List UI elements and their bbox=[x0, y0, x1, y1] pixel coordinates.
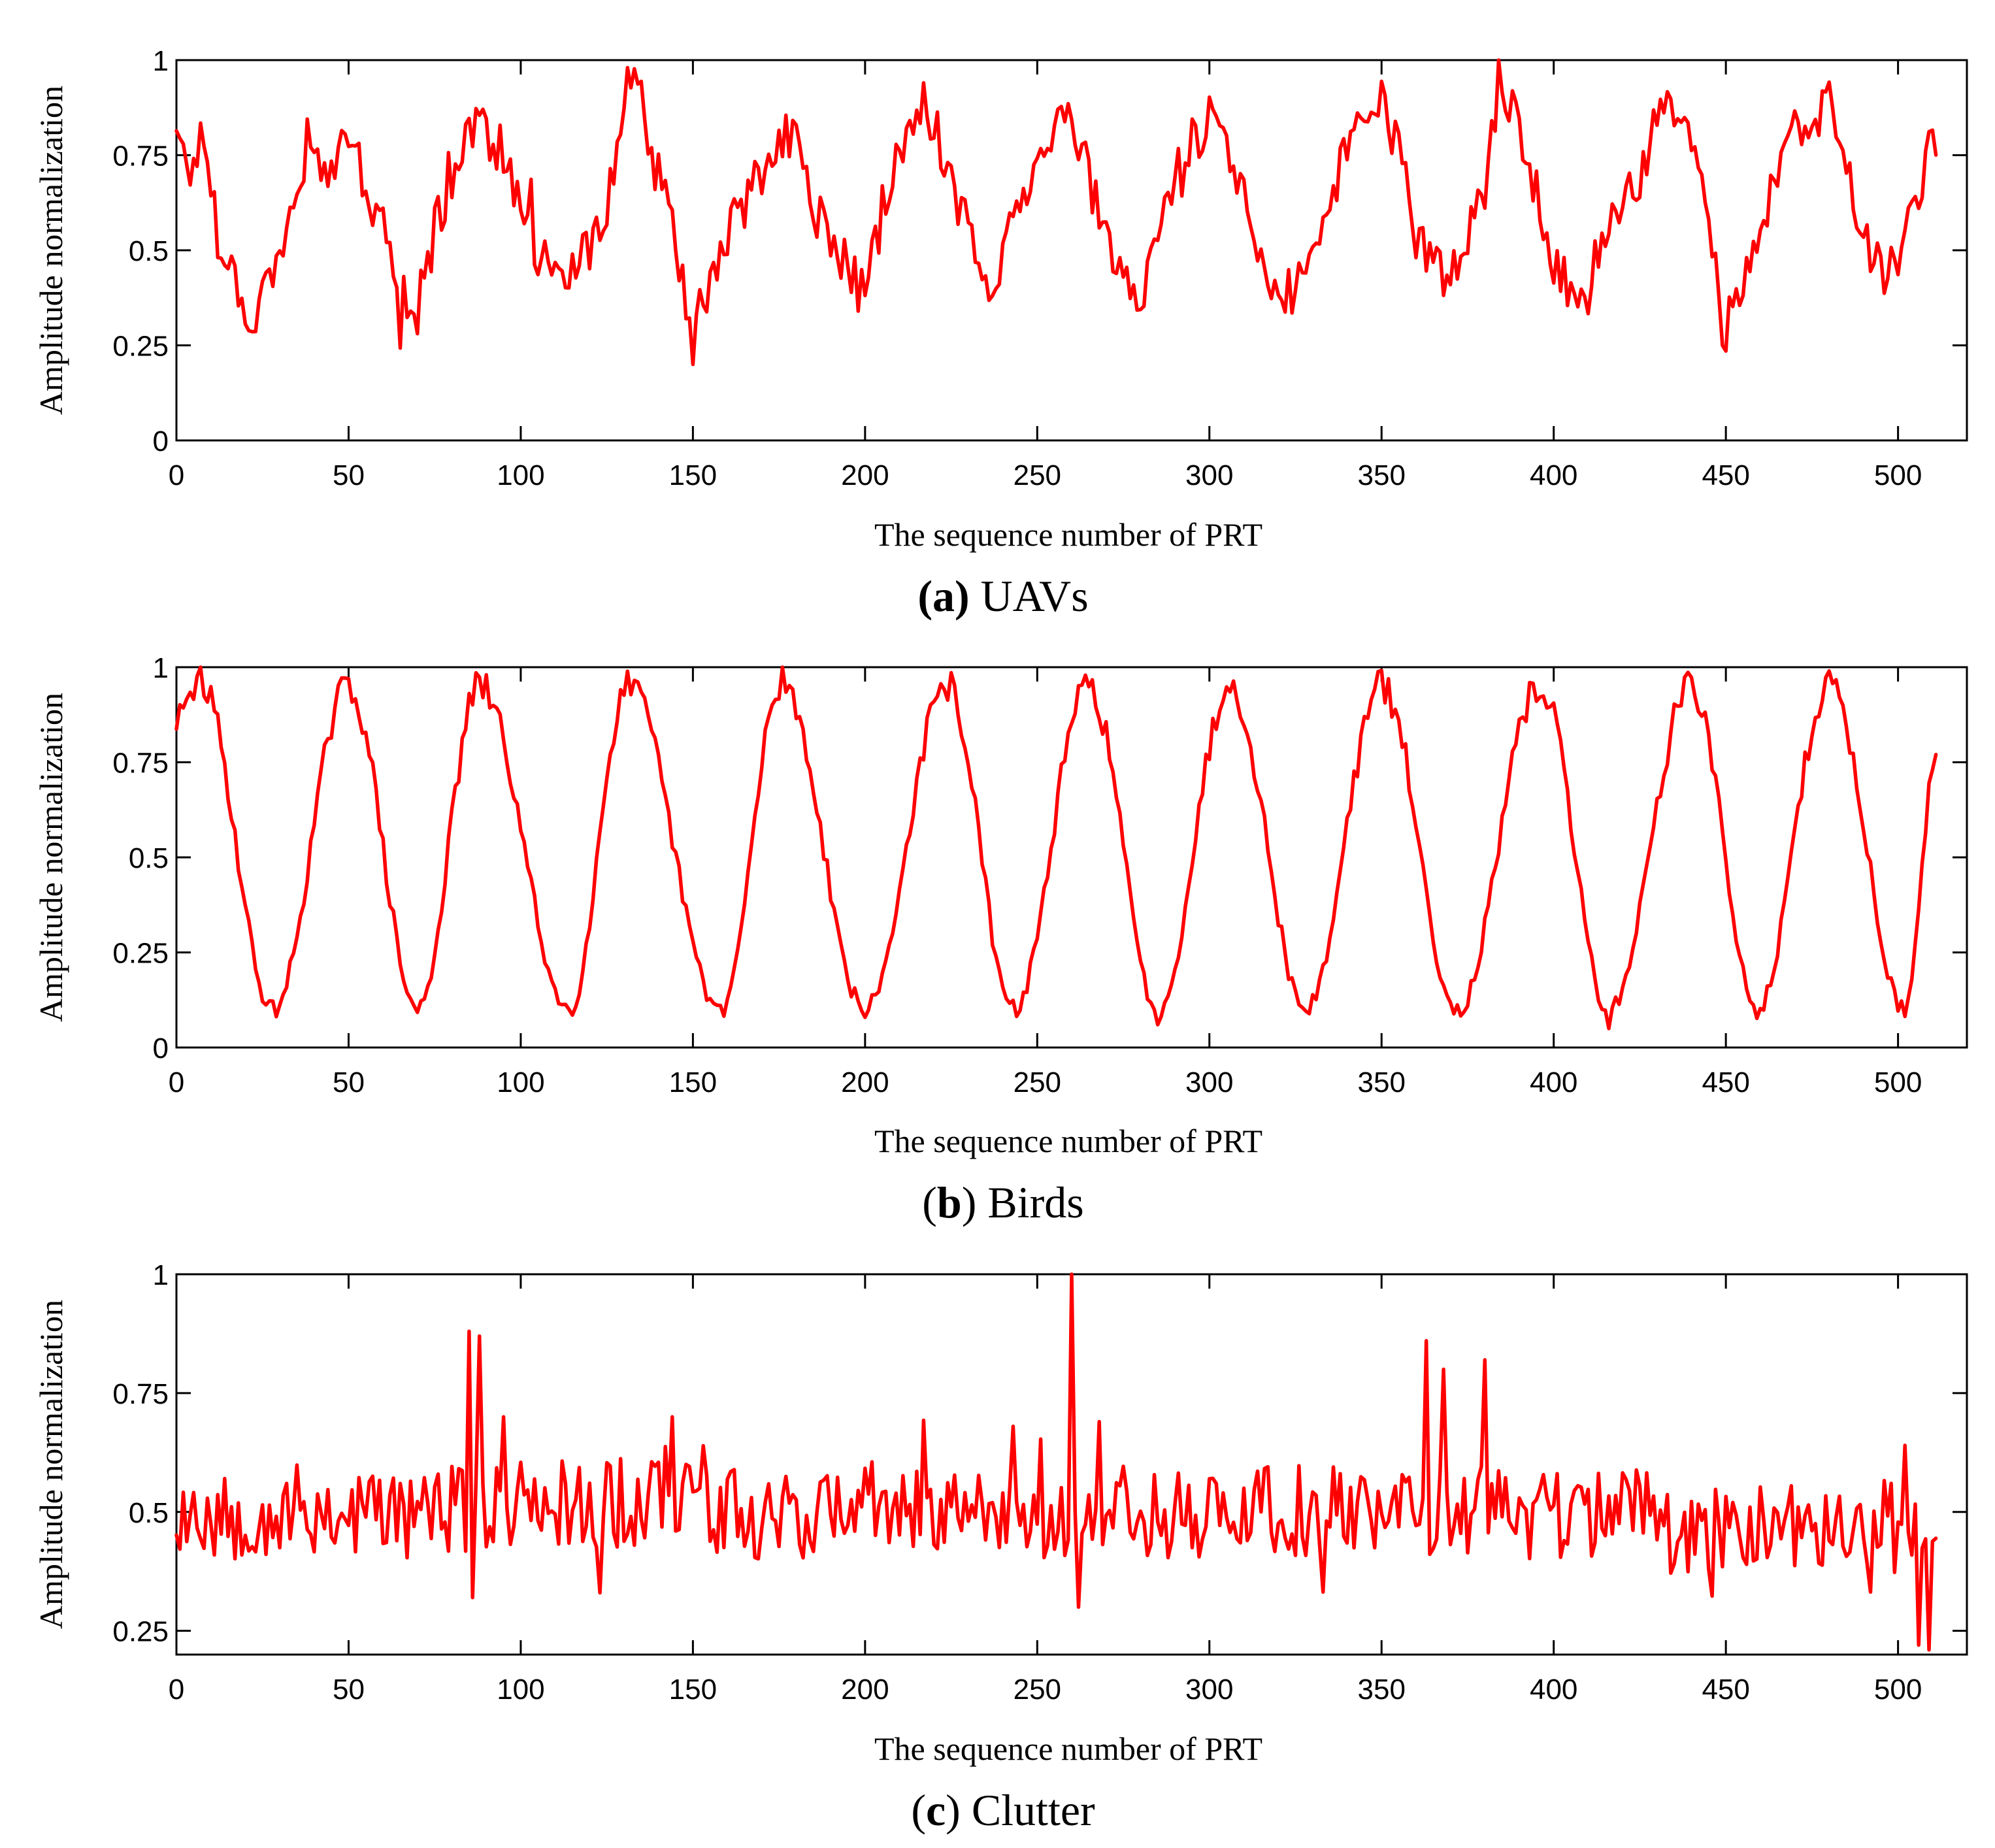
y-axis-label: Amplitude normalization bbox=[33, 1300, 69, 1629]
y-tick-label: 0.25 bbox=[112, 938, 169, 970]
x-axis-label: The sequence number of PRT bbox=[874, 516, 1262, 553]
y-tick-label: 1 bbox=[153, 45, 169, 77]
x-tick-label: 400 bbox=[1530, 459, 1577, 491]
x-tick-label: 200 bbox=[841, 459, 889, 491]
bird-amplitude-line bbox=[174, 665, 1938, 1031]
x-tick-label: 350 bbox=[1358, 1674, 1406, 1706]
x-tick-label: 250 bbox=[1014, 1066, 1061, 1098]
x-tick-label: 350 bbox=[1358, 459, 1406, 491]
panel-birds: 0 50 100 150 200 250 300 350 400 450 500 00.250.50… bbox=[33, 652, 1968, 1227]
uav-amplitude-line bbox=[174, 58, 1938, 367]
x-tick-label: 0 bbox=[169, 1066, 184, 1098]
y-tick-labels: 0 0.25 0.5 0.75 1 bbox=[112, 45, 169, 457]
x-tick-labels: 0 50 100 150 200 250 300 350 400 450 500 bbox=[169, 1674, 1922, 1706]
y-tick-label: 0.5 bbox=[129, 842, 169, 874]
x-tick-label: 450 bbox=[1702, 459, 1749, 491]
x-tick-label: 450 bbox=[1702, 1674, 1749, 1706]
x-tick-label: 500 bbox=[1874, 1066, 1922, 1098]
x-tick-label: 50 bbox=[333, 459, 365, 491]
x-tick-label: 0 bbox=[169, 1674, 184, 1706]
panel-uavs: 0 50 100 150 200 250 300 350 400 450 500 00.250.50… bbox=[33, 45, 1968, 621]
y-tick-labels: 0 0.25 0.5 0.75 1 bbox=[112, 652, 169, 1064]
panel-clutter: 0 50 100 150 200 250 300 350 400 450 500 0.250.50.… bbox=[33, 1259, 1968, 1835]
x-tick-label: 500 bbox=[1874, 459, 1922, 491]
y-tick-label: 1 bbox=[153, 1259, 169, 1291]
x-axis-label: The sequence number of PRT bbox=[874, 1123, 1262, 1159]
x-tick-label: 50 bbox=[333, 1066, 365, 1098]
y-tick-label: 0.5 bbox=[129, 1497, 169, 1529]
x-tick-labels: 0 50 100 150 200 250 300 350 400 450 500 bbox=[169, 1066, 1922, 1098]
x-tick-label: 450 bbox=[1702, 1066, 1749, 1098]
y-tick-label: 1 bbox=[153, 652, 169, 684]
x-tick-label: 350 bbox=[1358, 1066, 1406, 1098]
x-tick-label: 300 bbox=[1185, 1066, 1233, 1098]
x-tick-label: 50 bbox=[333, 1674, 365, 1706]
y-tick-label: 0 bbox=[153, 425, 169, 457]
x-tick-label: 300 bbox=[1185, 459, 1233, 491]
y-axis-label: Amplitude normalization bbox=[33, 693, 69, 1022]
panel-caption: (c) Clutter bbox=[911, 1785, 1095, 1835]
y-tick-label: 0.25 bbox=[112, 331, 169, 363]
x-tick-label: 100 bbox=[497, 1674, 544, 1706]
x-tick-label: 400 bbox=[1530, 1066, 1577, 1098]
x-tick-label: 250 bbox=[1014, 459, 1061, 491]
x-tick-label: 150 bbox=[669, 1066, 717, 1098]
x-tick-label: 100 bbox=[497, 1066, 544, 1098]
y-tick-label: 0.25 bbox=[112, 1616, 169, 1648]
x-tick-label: 0 bbox=[169, 459, 184, 491]
axis-ticks bbox=[175, 1273, 1967, 1655]
y-tick-label: 0.75 bbox=[112, 748, 169, 780]
y-tick-label: 0 bbox=[153, 1032, 169, 1064]
y-tick-labels: 0.25 0.5 0.75 1 bbox=[112, 1259, 169, 1648]
panel-caption: (a) UAVs bbox=[917, 571, 1088, 621]
clutter-amplitude-line bbox=[174, 1272, 1938, 1652]
x-tick-label: 150 bbox=[669, 1674, 717, 1706]
x-axis-label: The sequence number of PRT bbox=[874, 1730, 1262, 1767]
x-tick-label: 200 bbox=[841, 1674, 889, 1706]
y-tick-label: 0.75 bbox=[112, 1378, 169, 1410]
x-tick-labels: 0 50 100 150 200 250 300 350 400 450 500 bbox=[169, 459, 1922, 491]
x-tick-label: 100 bbox=[497, 459, 544, 491]
y-axis-label: Amplitude normalization bbox=[33, 86, 69, 415]
x-tick-label: 200 bbox=[841, 1066, 889, 1098]
y-tick-label: 0.5 bbox=[129, 235, 169, 267]
x-tick-label: 500 bbox=[1874, 1674, 1922, 1706]
x-tick-label: 250 bbox=[1014, 1674, 1061, 1706]
y-tick-label: 0.75 bbox=[112, 140, 169, 173]
x-tick-label: 400 bbox=[1530, 1674, 1577, 1706]
x-tick-label: 300 bbox=[1185, 1674, 1233, 1706]
axis-ticks bbox=[175, 59, 1967, 442]
x-tick-label: 150 bbox=[669, 459, 717, 491]
panel-caption: (b) Birds bbox=[922, 1178, 1084, 1227]
